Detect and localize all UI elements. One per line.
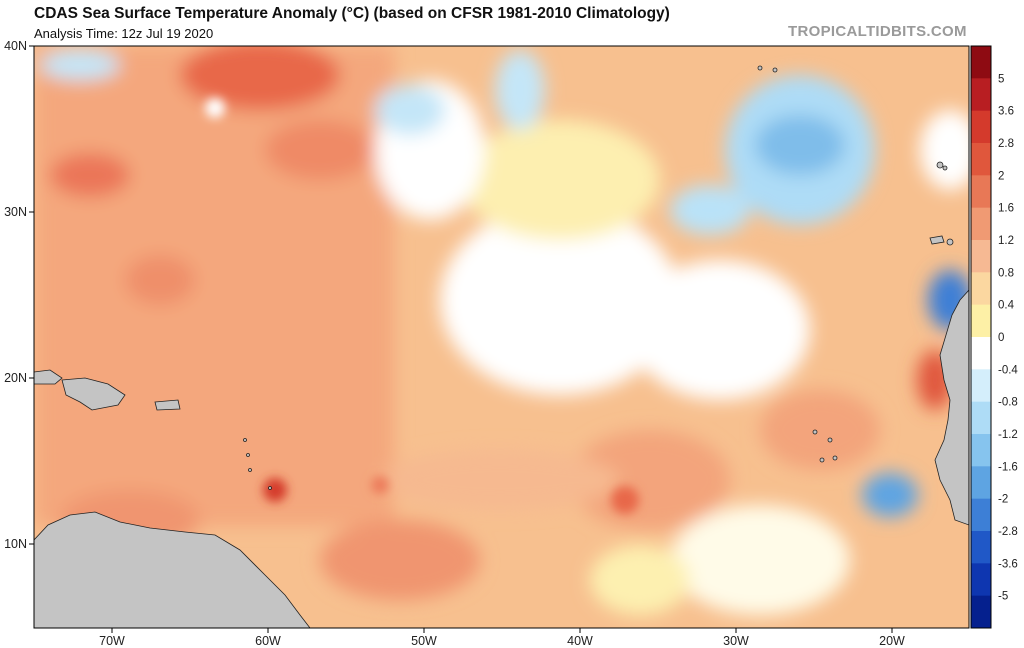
- colorbar-swatch: [971, 369, 991, 403]
- canary-islands-land: [929, 235, 945, 245]
- colorbar-swatch: [971, 337, 991, 370]
- colorbar-swatch: [971, 78, 991, 112]
- colorbar-label: 2.8: [998, 138, 1014, 150]
- colorbar-label: 2: [998, 170, 1004, 182]
- lon-label-20w: 20W: [879, 634, 905, 648]
- sst-field: [34, 46, 969, 628]
- lon-label-60w: 60W: [255, 634, 281, 648]
- colorbar-swatch: [971, 207, 991, 241]
- colorbar-label: 1.2: [998, 235, 1014, 247]
- colorbar-swatch: [971, 595, 991, 629]
- lat-label-30n: 30N: [4, 205, 27, 219]
- lat-label-40n: 40N: [4, 39, 27, 53]
- colorbar-frame: [970, 45, 992, 629]
- lon-label-50w: 50W: [411, 634, 437, 648]
- puerto-rico-land: [154, 399, 181, 411]
- colorbar-swatch: [971, 563, 991, 597]
- colorbar-label: 0.4: [998, 300, 1015, 312]
- colorbar-swatch: [971, 175, 991, 209]
- colorbar-label: -1.2: [998, 429, 1018, 441]
- colorbar-swatch: [971, 434, 991, 467]
- hispaniola-land: [61, 377, 126, 411]
- colorbar-label: 1.6: [998, 203, 1014, 215]
- africa-land: [934, 289, 969, 526]
- lon-label-40w: 40W: [567, 634, 593, 648]
- colorbar-label: 3.6: [998, 106, 1014, 118]
- colorbar-label: -2.8: [998, 526, 1018, 538]
- colorbar-label: -3.6: [998, 558, 1018, 570]
- colorbar-swatch: [971, 304, 991, 338]
- colorbar-label: -2: [998, 494, 1008, 506]
- colorbar-label: 0.8: [998, 267, 1014, 279]
- colorbar-swatch: [971, 272, 991, 306]
- colorbar-swatch: [971, 46, 991, 79]
- cuba-land: [34, 369, 63, 385]
- lon-axis: [111, 628, 893, 633]
- colorbar-label: -0.8: [998, 397, 1018, 409]
- colorbar-swatch: [971, 466, 991, 500]
- colorbar-swatch: [971, 240, 991, 273]
- lat-axis: [29, 45, 34, 545]
- colorbar-swatch: [971, 401, 991, 435]
- map-title: CDAS Sea Surface Temperature Anomaly (°C…: [34, 5, 670, 22]
- site-credit: TROPICALTIDBITS.COM: [788, 23, 967, 40]
- colorbar-swatch: [971, 498, 991, 532]
- colorbar-label: 0: [998, 332, 1004, 344]
- land-masses: [34, 65, 969, 628]
- analysis-time: Analysis Time: 12z Jul 19 2020: [34, 26, 214, 41]
- colorbar-swatch: [971, 531, 991, 564]
- lat-label-10n: 10N: [4, 537, 27, 551]
- south-america-land: [34, 511, 311, 628]
- colorbar-swatch: [971, 110, 991, 144]
- lon-label-30w: 30W: [723, 634, 749, 648]
- lon-label-70w: 70W: [99, 634, 125, 648]
- plot-frame: [33, 45, 970, 629]
- colorbar-label: -0.4: [998, 364, 1018, 376]
- colorbar-label: 5: [998, 73, 1004, 85]
- colorbar-label: -5: [998, 591, 1008, 603]
- colorbar: 5 3.6 2.8 2 1.6 1.2 0.8 0.4 0 -0.4 -0.8 -1.2 -1.6 -2 -…: [970, 45, 1018, 629]
- colorbar-swatch: [971, 143, 991, 176]
- colorbar-label: -1.6: [998, 461, 1018, 473]
- lat-label-20n: 20N: [4, 371, 27, 385]
